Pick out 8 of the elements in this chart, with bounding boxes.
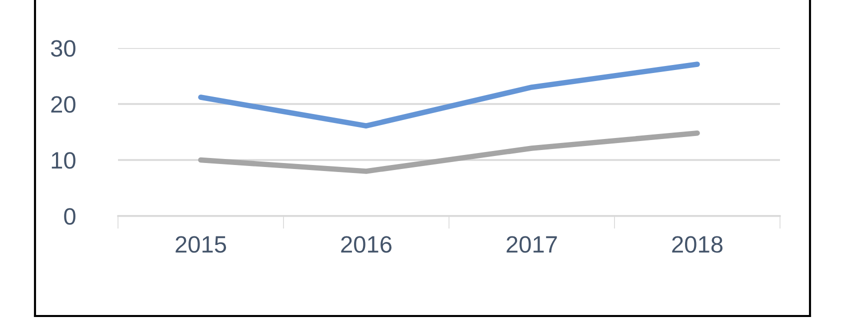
x-tick-label: 2016: [341, 236, 392, 253]
x-tick-label: 2015: [176, 236, 226, 253]
y-tick-label: 30: [50, 40, 76, 57]
x-tick-label: 2017: [506, 236, 557, 253]
x-tick-label: 2018: [672, 236, 722, 253]
y-tick-label: 10: [52, 152, 76, 169]
y-tick-label: 20: [51, 96, 76, 113]
y-tick-label: 0: [64, 208, 76, 225]
